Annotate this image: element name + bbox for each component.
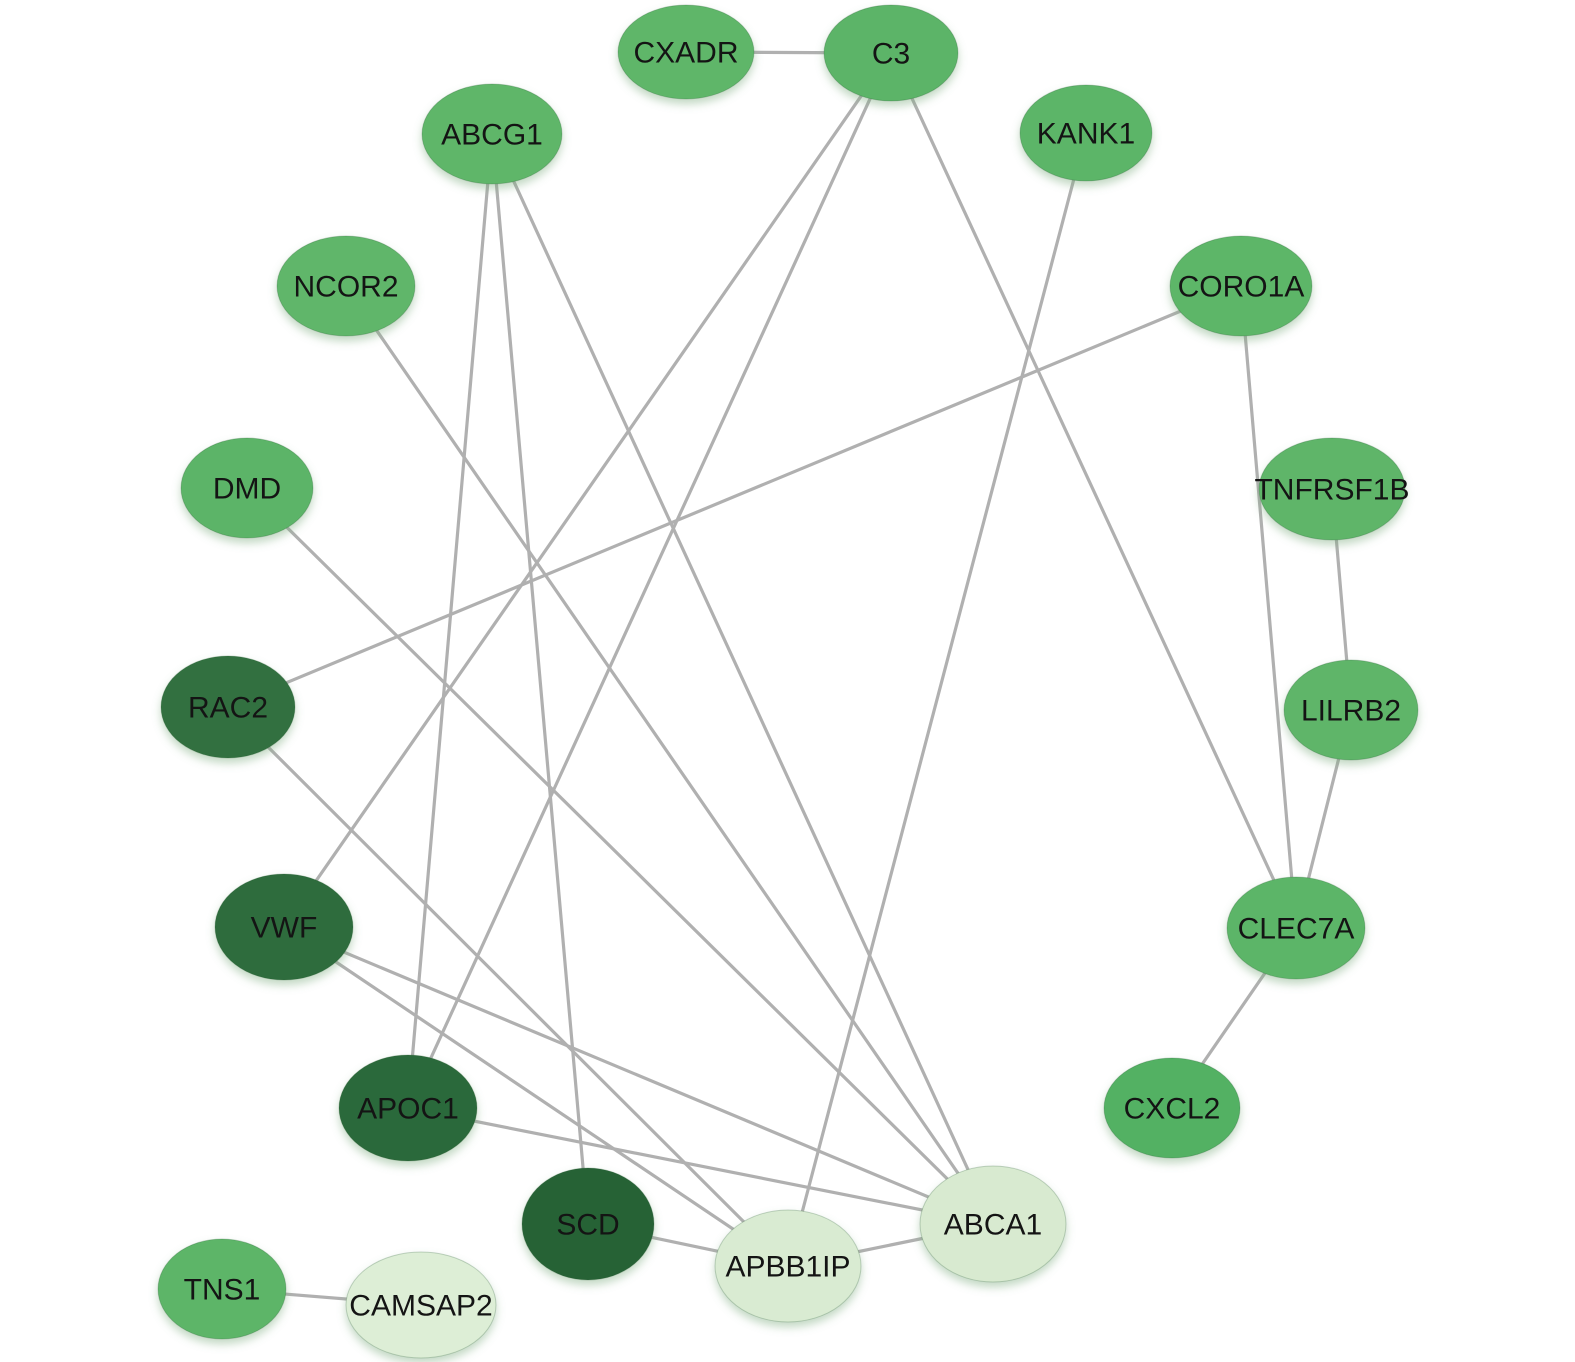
node-tnfrsf1b[interactable]: TNFRSF1B (1254, 437, 1410, 541)
node-ellipse-tnfrsf1b[interactable] (1258, 437, 1406, 541)
edge-VWF-APBB1IP (282, 925, 790, 1268)
node-lilrb2[interactable]: LILRB2 (1283, 659, 1419, 761)
node-vwf[interactable]: VWF (214, 873, 354, 981)
node-ellipse-apoc1[interactable] (338, 1054, 478, 1162)
node-ellipse-scd[interactable] (521, 1167, 655, 1281)
edge-NCOR2-ABCA1 (344, 284, 995, 1226)
node-ellipse-cxcl2[interactable] (1103, 1057, 1241, 1159)
node-ellipse-vwf[interactable] (214, 873, 354, 981)
edge-ABCG1-SCD (490, 132, 590, 1226)
node-ellipse-abca1[interactable] (919, 1165, 1067, 1283)
node-kank1[interactable]: KANK1 (1019, 84, 1153, 182)
node-ellipse-abcg1[interactable] (421, 83, 563, 185)
edge-CORO1A-RAC2 (226, 284, 1243, 709)
edge-DMD-ABCA1 (245, 486, 995, 1226)
edge-VWF-ABCA1 (282, 925, 995, 1226)
edge-KANK1-APBB1IP (786, 131, 1088, 1268)
node-ellipse-dmd[interactable] (180, 437, 314, 539)
node-abca1[interactable]: ABCA1 (919, 1165, 1067, 1283)
node-ellipse-camsap2[interactable] (345, 1251, 497, 1359)
node-cxcl2[interactable]: CXCL2 (1103, 1057, 1241, 1159)
node-scd[interactable]: SCD (521, 1167, 655, 1281)
node-ellipse-coro1a[interactable] (1169, 235, 1313, 337)
node-c3[interactable]: C3 (823, 4, 959, 102)
node-abcg1[interactable]: ABCG1 (421, 83, 563, 185)
node-ellipse-clec7a[interactable] (1226, 876, 1366, 980)
node-ellipse-rac2[interactable] (160, 655, 296, 759)
edge-C3-APOC1 (406, 51, 893, 1110)
node-rac2[interactable]: RAC2 (160, 655, 296, 759)
node-tns1[interactable]: TNS1 (157, 1238, 287, 1340)
edge-C3-VWF (282, 51, 893, 929)
edge-CORO1A-CLEC7A (1239, 284, 1298, 930)
edges-layer (220, 50, 1353, 1307)
edge-ABCG1-ABCA1 (490, 132, 995, 1226)
node-apbb1ip[interactable]: APBB1IP (714, 1209, 862, 1323)
edge-ABCG1-APOC1 (406, 132, 494, 1110)
node-dmd[interactable]: DMD (180, 437, 314, 539)
node-ellipse-tns1[interactable] (157, 1238, 287, 1340)
edge-C3-CLEC7A (889, 51, 1298, 930)
node-ellipse-c3[interactable] (823, 4, 959, 102)
node-ellipse-apbb1ip[interactable] (714, 1209, 862, 1323)
edge-RAC2-APBB1IP (226, 705, 790, 1268)
node-ncor2[interactable]: NCOR2 (276, 235, 416, 337)
node-ellipse-lilrb2[interactable] (1283, 659, 1419, 761)
node-ellipse-cxadr[interactable] (617, 4, 755, 100)
edge-APOC1-ABCA1 (406, 1106, 995, 1226)
node-ellipse-kank1[interactable] (1019, 84, 1153, 182)
node-camsap2[interactable]: CAMSAP2 (345, 1251, 497, 1359)
node-cxadr[interactable]: CXADR (617, 4, 755, 100)
node-clec7a[interactable]: CLEC7A (1226, 876, 1366, 980)
nodes-layer: CXADR C3 ABCG1 KANK1 NCOR2 CORO1A DMD TNFRSF1B R… (157, 4, 1419, 1359)
node-apoc1[interactable]: APOC1 (338, 1054, 478, 1162)
node-coro1a[interactable]: CORO1A (1169, 235, 1313, 337)
node-ellipse-ncor2[interactable] (276, 235, 416, 337)
